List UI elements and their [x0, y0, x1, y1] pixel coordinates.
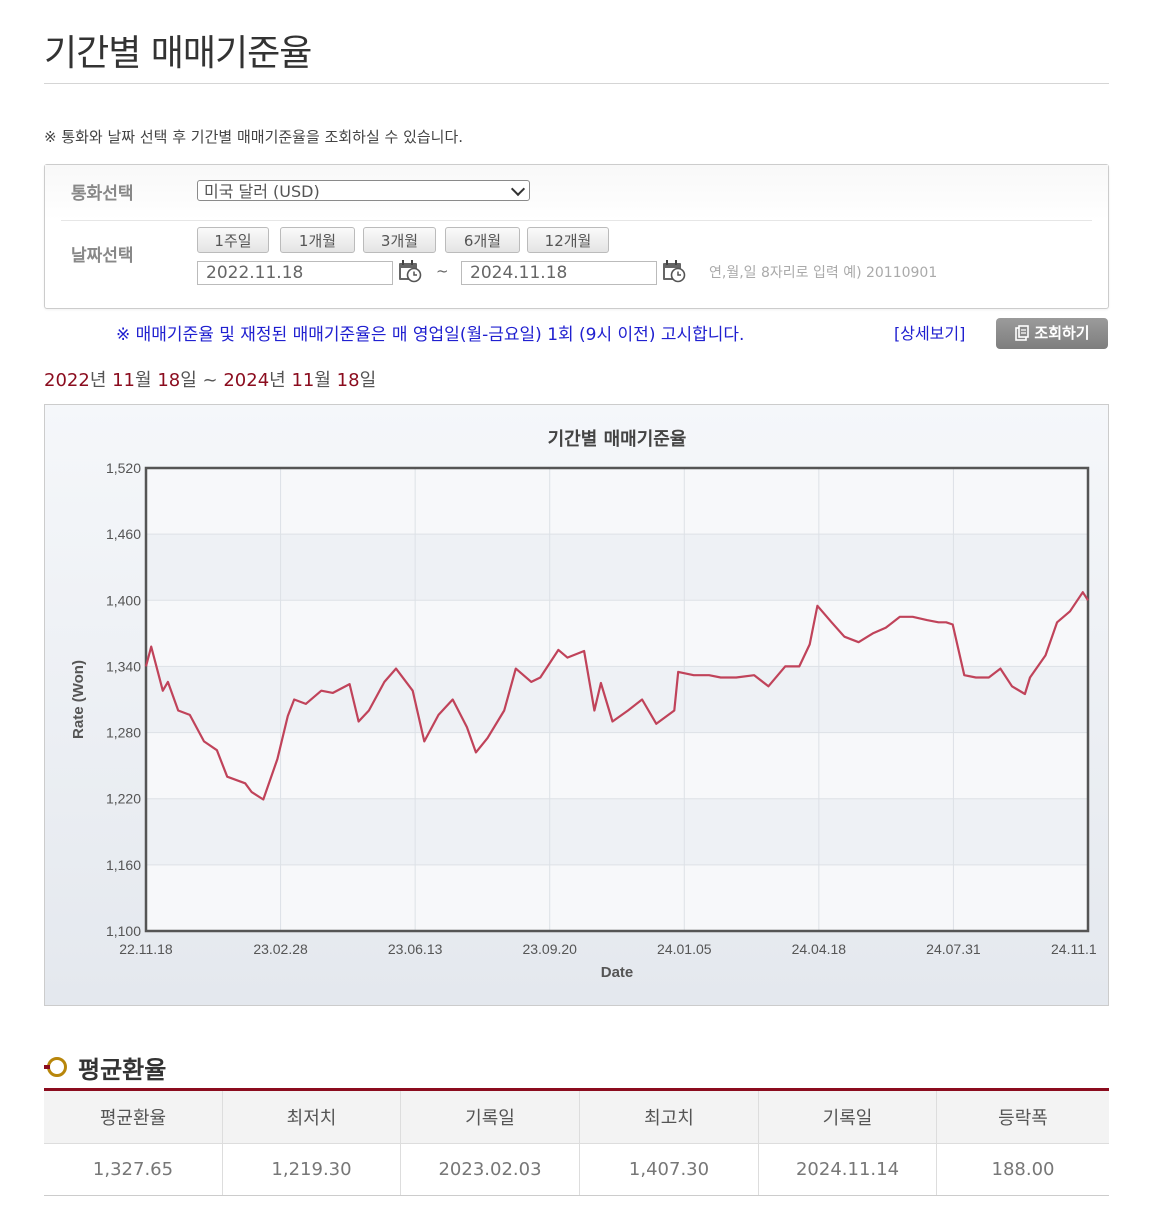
document-icon — [1015, 325, 1030, 341]
start-date-input[interactable]: 2022.11.18 — [197, 261, 393, 285]
range-end-day: 18 — [336, 370, 360, 391]
period-button-1month[interactable]: 1개월 — [280, 227, 355, 253]
day-suffix: 일 — [359, 370, 377, 391]
section-bullet-icon — [44, 1057, 67, 1077]
table-cell: 1,407.30 — [579, 1143, 759, 1196]
range-end-month: 11 — [291, 370, 315, 391]
y-tick-label: 1,220 — [106, 791, 141, 807]
period-button-1week[interactable]: 1주일 — [197, 227, 269, 253]
search-form: 통화선택 미국 달러 (USD) 날짜선택 1주일 1개월 3개월 6개월 12… — [44, 164, 1109, 309]
y-tick-label: 1,460 — [106, 526, 141, 542]
y-tick-label: 1,100 — [106, 923, 141, 939]
range-end-year: 2024 — [223, 370, 270, 391]
chevron-down-icon — [510, 181, 526, 197]
table-header: 최저치 — [222, 1089, 401, 1144]
y-tick-label: 1,520 — [106, 460, 141, 476]
x-tick-label: 24.11.1 — [1051, 941, 1097, 957]
table-header: 기록일 — [758, 1089, 937, 1144]
average-rate-table: 평균환율 최저치 기록일 최고치 기록일 등락폭 1,327.65 1,219.… — [44, 1088, 1109, 1196]
chart-container: 1,100 1,160 1,220 1,280 1,340 1,400 1,460 1,520… — [44, 404, 1109, 1006]
publication-notice: ※ 매매기준율 및 재정된 매매기준율은 매 영업일(월-금요일) 1회 (9시… — [116, 325, 745, 345]
year-suffix: 년 — [269, 370, 286, 391]
currency-label: 통화선택 — [71, 184, 134, 204]
grid-band — [146, 666, 1088, 733]
y-tick-label: 1,400 — [106, 592, 141, 608]
period-button-12months[interactable]: 12개월 — [527, 227, 609, 253]
table-header-row: 평균환율 최저치 기록일 최고치 기록일 등락폭 — [44, 1089, 1109, 1144]
month-suffix: 월 — [314, 370, 331, 391]
range-start-year: 2022 — [44, 370, 90, 391]
form-divider — [61, 220, 1092, 221]
currency-select[interactable]: 미국 달러 (USD) — [197, 180, 530, 201]
currency-select-value: 미국 달러 (USD) — [204, 182, 320, 201]
x-tick-label: 23.06.13 — [388, 941, 443, 957]
date-label: 날짜선택 — [71, 246, 134, 266]
y-tick-label: 1,160 — [106, 857, 141, 873]
table-cell: 2024.11.14 — [758, 1143, 937, 1196]
chart-title: 기간별 매매기준율 — [548, 429, 687, 450]
search-button-label: 조회하기 — [1034, 324, 1090, 342]
plot-border — [144, 466, 1090, 933]
table-header: 기록일 — [400, 1089, 580, 1144]
x-tick-label: 24.07.31 — [926, 941, 981, 957]
table-cell: 1,327.65 — [44, 1143, 223, 1196]
y-tick-label: 1,280 — [106, 725, 141, 741]
table-cell: 2023.02.03 — [400, 1143, 580, 1196]
calendar-icon[interactable] — [398, 259, 422, 283]
x-tick-label: 23.02.28 — [253, 941, 308, 957]
x-axis-label: Date — [601, 964, 634, 981]
range-start-month: 11 — [112, 370, 136, 391]
table-header: 등락폭 — [936, 1089, 1109, 1144]
detail-link[interactable]: [상세보기] — [894, 324, 966, 343]
calendar-icon[interactable] — [662, 259, 686, 283]
date-format-hint: 연,월,일 8자리로 입력 예) 20110901 — [709, 265, 938, 281]
table-header: 평균환율 — [44, 1089, 223, 1144]
range-start-day: 18 — [157, 370, 181, 391]
title-divider — [44, 83, 1109, 84]
y-tick-label: 1,340 — [106, 658, 141, 674]
x-tick-label: 22.11.18 — [119, 941, 173, 957]
search-button[interactable]: 조회하기 — [996, 318, 1108, 349]
grid-band — [146, 534, 1088, 601]
table-header: 최고치 — [579, 1089, 759, 1144]
end-date-input[interactable]: 2024.11.18 — [461, 261, 657, 285]
series-line — [144, 591, 1089, 801]
y-axis-label: Rate (Won) — [70, 660, 87, 739]
selected-range: 2022년 11월 18일 ~ 2024년 11월 18일 — [44, 366, 376, 392]
day-suffix: 일 — [180, 370, 197, 391]
month-suffix: 월 — [135, 370, 152, 391]
page-title: 기간별 매매기준율 — [44, 33, 312, 74]
usage-notice: ※ 통화와 날짜 선택 후 기간별 매매기준율을 조회하실 수 있습니다. — [44, 128, 464, 146]
period-button-6months[interactable]: 6개월 — [445, 227, 520, 253]
section-title-average-rate: 평균환율 — [78, 1056, 167, 1084]
x-tick-label: 24.04.18 — [792, 941, 847, 957]
range-separator: ~ — [202, 370, 218, 391]
date-range-separator: ~ — [436, 262, 449, 280]
grid-band — [146, 798, 1088, 865]
x-tick-label: 24.01.05 — [657, 941, 712, 957]
year-suffix: 년 — [89, 370, 107, 391]
x-tick-label: 23.09.20 — [522, 941, 577, 957]
period-button-3months[interactable]: 3개월 — [363, 227, 436, 253]
table-cell: 1,219.30 — [222, 1143, 401, 1196]
table-row: 1,327.65 1,219.30 2023.02.03 1,407.30 20… — [44, 1143, 1109, 1196]
rate-line-chart: 1,100 1,160 1,220 1,280 1,340 1,400 1,460 1,520… — [70, 429, 1097, 981]
table-cell: 188.00 — [936, 1143, 1109, 1196]
